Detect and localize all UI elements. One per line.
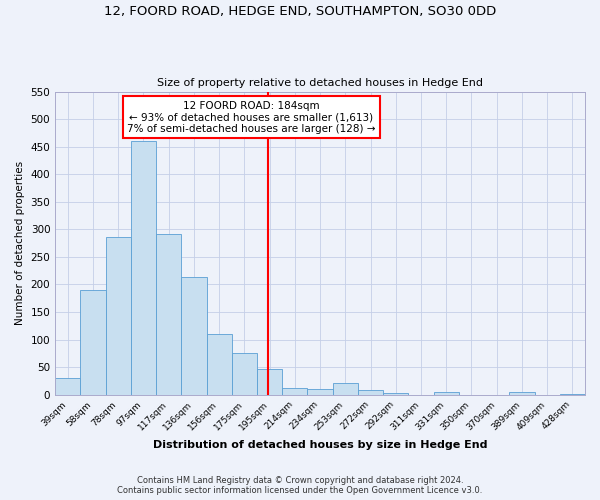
Bar xyxy=(307,389,332,394)
Bar xyxy=(509,392,535,394)
Title: Size of property relative to detached houses in Hedge End: Size of property relative to detached ho… xyxy=(157,78,483,88)
Bar xyxy=(106,236,131,394)
Bar xyxy=(434,392,459,394)
Y-axis label: Number of detached properties: Number of detached properties xyxy=(15,161,25,325)
Text: 12, FOORD ROAD, HEDGE END, SOUTHAMPTON, SO30 0DD: 12, FOORD ROAD, HEDGE END, SOUTHAMPTON, … xyxy=(104,5,496,18)
Bar xyxy=(383,393,409,394)
Bar xyxy=(282,388,307,394)
Text: 12 FOORD ROAD: 184sqm
← 93% of detached houses are smaller (1,613)
7% of semi-de: 12 FOORD ROAD: 184sqm ← 93% of detached … xyxy=(127,100,376,134)
Bar xyxy=(358,390,383,394)
Bar xyxy=(80,290,106,395)
Bar xyxy=(206,334,232,394)
Bar xyxy=(55,378,80,394)
Bar xyxy=(332,382,358,394)
Bar xyxy=(131,141,156,395)
Bar xyxy=(257,370,282,394)
Text: Contains HM Land Registry data © Crown copyright and database right 2024.
Contai: Contains HM Land Registry data © Crown c… xyxy=(118,476,482,495)
Bar xyxy=(156,234,181,394)
X-axis label: Distribution of detached houses by size in Hedge End: Distribution of detached houses by size … xyxy=(153,440,487,450)
Bar xyxy=(181,278,206,394)
Bar xyxy=(232,354,257,395)
